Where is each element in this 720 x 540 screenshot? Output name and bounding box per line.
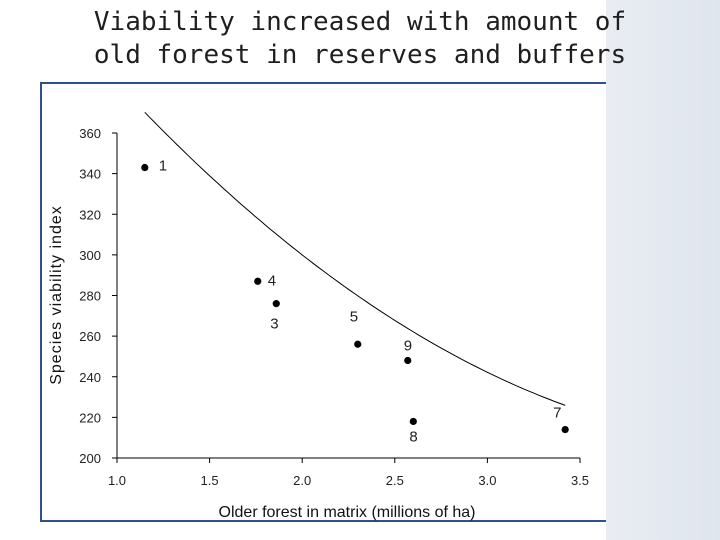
y-tick-label: 200 bbox=[79, 451, 101, 466]
data-point-label: 7 bbox=[553, 405, 561, 422]
chart-axes: 200 220 240 260 280 300 320 340 360 1.0 1.5 2.0 2.5 3… bbox=[79, 126, 589, 488]
x-tick-label: 1.5 bbox=[201, 473, 219, 488]
y-tick-label: 240 bbox=[79, 370, 101, 385]
trendline-group bbox=[144, 111, 566, 406]
data-point-label: 9 bbox=[404, 338, 412, 355]
y-axis-title: Species viability index bbox=[48, 205, 65, 385]
y-tick-label: 260 bbox=[79, 329, 101, 344]
x-tick-label: 2.0 bbox=[293, 473, 311, 488]
x-tick-label: 1.0 bbox=[108, 473, 126, 488]
data-points-group: 1 4 3 5 9 8 7 bbox=[141, 158, 569, 445]
trendline bbox=[144, 111, 566, 406]
slide-title: Viability increased with amount of old f… bbox=[0, 6, 720, 72]
data-point bbox=[404, 356, 412, 365]
slide-side-panel bbox=[606, 0, 720, 540]
data-point-label: 3 bbox=[270, 316, 278, 333]
y-tick-label: 320 bbox=[79, 207, 101, 222]
data-point bbox=[354, 340, 362, 348]
data-point bbox=[141, 163, 149, 172]
slide-title-line-1: Viability increased with amount of bbox=[93, 7, 627, 37]
y-tick-label: 340 bbox=[79, 167, 101, 182]
x-tick-label: 3.5 bbox=[571, 473, 589, 488]
x-tick-label: 2.5 bbox=[386, 473, 404, 488]
slide-title-line-2: old forest in reserves and buffers bbox=[93, 40, 627, 70]
data-point bbox=[561, 425, 569, 434]
x-tick-label: 3.0 bbox=[478, 473, 496, 488]
data-point bbox=[409, 417, 417, 426]
data-point-label: 1 bbox=[159, 158, 167, 175]
data-point-label: 8 bbox=[409, 428, 417, 445]
y-tick-label: 280 bbox=[79, 289, 101, 304]
data-point bbox=[254, 277, 262, 285]
x-axis-title: Older forest in matrix (millions of ha) bbox=[219, 504, 476, 521]
data-point-label: 4 bbox=[268, 272, 276, 289]
data-point bbox=[272, 300, 280, 308]
y-tick-label: 220 bbox=[79, 410, 101, 425]
y-tick-label: 300 bbox=[79, 248, 101, 263]
y-tick-label: 360 bbox=[79, 126, 101, 141]
data-point-label: 5 bbox=[350, 308, 358, 325]
chart-frame bbox=[40, 82, 606, 522]
